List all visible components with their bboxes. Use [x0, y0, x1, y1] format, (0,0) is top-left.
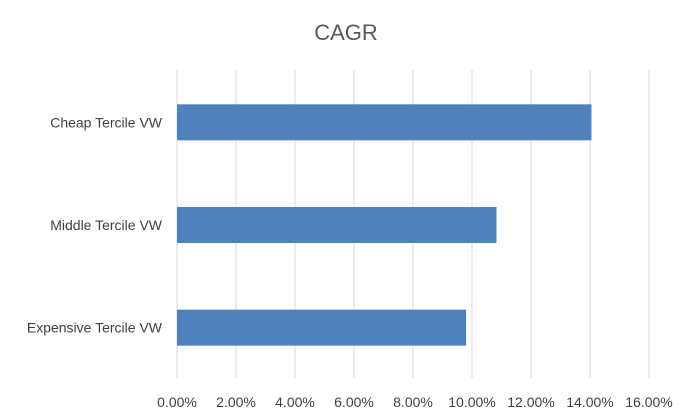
- x-tick-label: 8.00%: [393, 394, 433, 410]
- bar: [177, 309, 467, 346]
- category-labels: Cheap Tercile VW Middle Tercile VW Expensi…: [27, 114, 163, 335]
- x-tick-label: 0.00%: [157, 394, 197, 410]
- chart-title: CAGR: [314, 20, 378, 45]
- category-label: Cheap Tercile VW: [50, 114, 163, 130]
- x-tick-label: 12.00%: [507, 394, 554, 410]
- bars: [177, 104, 592, 346]
- x-tick-label: 6.00%: [334, 394, 374, 410]
- x-tick-label: 4.00%: [275, 394, 315, 410]
- x-tick-label: 14.00%: [566, 394, 613, 410]
- x-tick-labels: 0.00% 2.00% 4.00% 6.00% 8.00% 10.00% 12.00% 14.…: [157, 394, 673, 410]
- category-label: Expensive Tercile VW: [27, 320, 163, 336]
- bar: [177, 207, 497, 243]
- x-tick-label: 16.00%: [625, 394, 672, 410]
- x-tick-label: 10.00%: [448, 394, 495, 410]
- x-tick-label: 2.00%: [216, 394, 256, 410]
- bar: [177, 104, 592, 141]
- category-label: Middle Tercile VW: [50, 217, 163, 233]
